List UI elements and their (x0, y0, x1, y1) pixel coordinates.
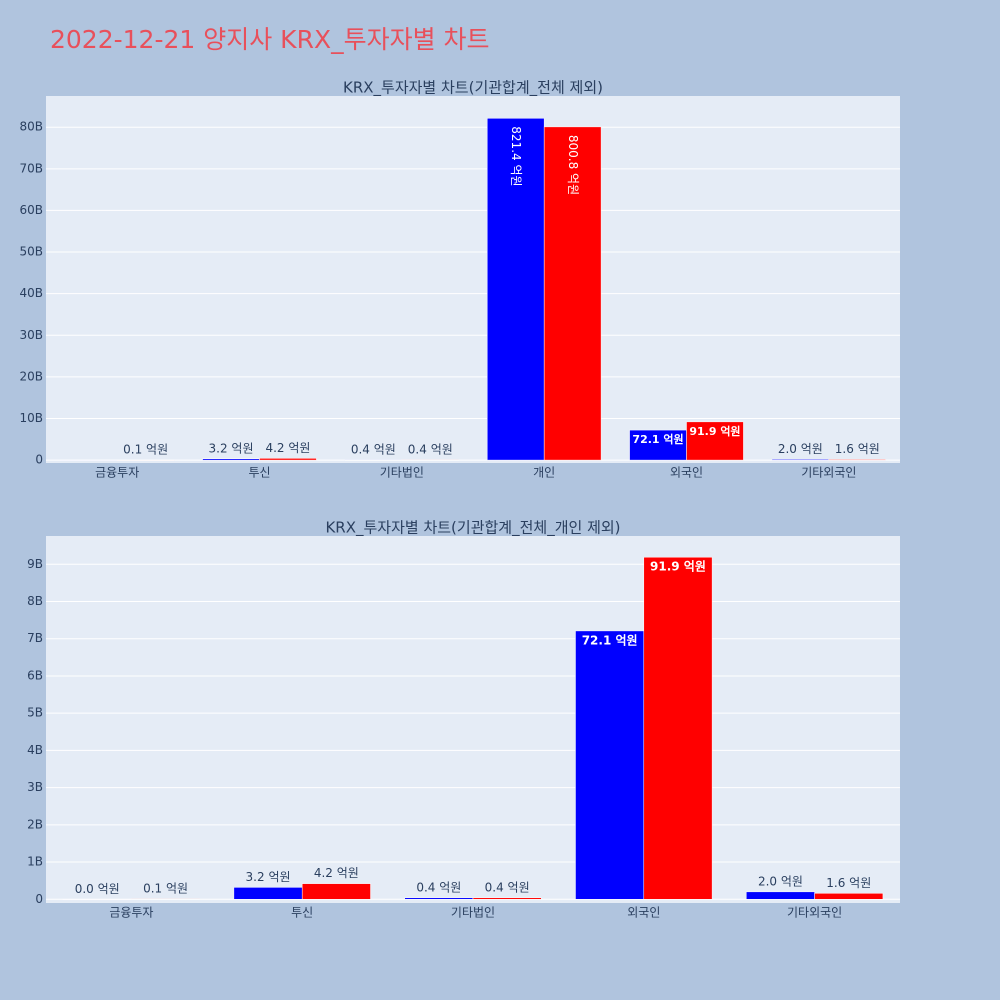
page-title: 2022-12-21 양지사 KRX_투자자별 차트 (50, 25, 490, 54)
value-label: 3.2 억원 (209, 441, 254, 455)
value-label: 1.6 억원 (835, 442, 880, 456)
bar (771, 459, 830, 461)
y-tick-label: 9B (27, 557, 43, 571)
bar (575, 630, 645, 900)
y-tick-label: 80B (19, 120, 43, 134)
value-label: 2.0 억원 (778, 442, 823, 456)
value-label: 3.2 억원 (246, 870, 291, 884)
y-tick-label: 4B (27, 743, 43, 757)
y-tick-label: 70B (19, 161, 43, 175)
value-label: 0.4 억원 (351, 442, 396, 456)
y-tick-label: 60B (19, 203, 43, 217)
bar (472, 897, 542, 900)
x-tick-label: 기타외국인 (801, 466, 856, 480)
value-label: 1.6 억원 (826, 876, 871, 890)
x-tick-label: 외국인 (670, 466, 703, 480)
value-label: 91.9 억원 (650, 560, 706, 574)
value-label: 0.4 억원 (485, 880, 530, 894)
x-tick-label: 금융투자 (95, 466, 139, 480)
bar (401, 459, 460, 461)
bar (116, 459, 175, 461)
bar (404, 897, 474, 900)
value-label: 0.4 억원 (408, 442, 453, 456)
plot-area (46, 536, 900, 903)
x-tick-label: 외국인 (627, 906, 660, 920)
bar (643, 556, 713, 900)
bar (62, 899, 132, 901)
bar (543, 126, 602, 461)
y-tick-label: 40B (19, 286, 43, 300)
y-tick-label: 7B (27, 631, 43, 645)
bar (233, 887, 303, 900)
y-tick-label: 3B (27, 780, 43, 794)
value-label: 72.1 억원 (582, 633, 638, 647)
value-label: 800.8 억원 (566, 135, 580, 195)
y-tick-label: 30B (19, 328, 43, 342)
y-tick-label: 20B (19, 369, 43, 383)
y-tick-label: 1B (27, 855, 43, 869)
y-tick-label: 0 (35, 453, 43, 467)
y-tick-label: 5B (27, 706, 43, 720)
bar (202, 458, 260, 461)
x-tick-label: 기타법인 (451, 906, 495, 920)
value-label: 0.0 억원 (75, 882, 120, 896)
x-tick-label: 기타외국인 (787, 906, 842, 920)
value-label: 4.2 억원 (314, 866, 359, 880)
x-tick-label: 기타법인 (380, 466, 424, 480)
chart-title: KRX_투자자별 차트(기관합계_전체_개인 제외) (325, 519, 620, 538)
y-tick-label: 0 (35, 892, 43, 906)
value-label: 91.9 억원 (689, 424, 740, 438)
y-tick-label: 6B (27, 668, 43, 682)
bar (344, 459, 403, 461)
bar (814, 893, 884, 900)
bar (59, 459, 118, 461)
x-tick-label: 투신 (248, 466, 270, 480)
value-label: 2.0 억원 (758, 874, 803, 888)
value-label: 72.1 억원 (632, 432, 683, 446)
chart-title: KRX_투자자별 차트(기관합계_전체 제외) (343, 79, 603, 98)
y-tick-label: 2B (27, 817, 43, 831)
x-tick-label: 투신 (291, 906, 313, 920)
bar (301, 883, 371, 900)
x-tick-label: 개인 (533, 466, 555, 480)
bar (259, 458, 317, 461)
bar (486, 118, 545, 461)
value-label: 0.4 억원 (416, 880, 461, 894)
value-label: 4.2 억원 (265, 441, 310, 455)
value-label: 821.4 억원 (509, 126, 523, 186)
plot-area (46, 96, 900, 463)
y-tick-label: 8B (27, 594, 43, 608)
bar (629, 429, 687, 461)
bar (686, 421, 744, 461)
value-label: 0.1 억원 (123, 443, 168, 457)
y-tick-label: 50B (19, 245, 43, 259)
value-label: 0.1 억원 (143, 881, 188, 895)
y-tick-label: 10B (19, 411, 43, 425)
bar (828, 459, 887, 461)
x-tick-label: 금융투자 (109, 906, 153, 920)
bar (746, 891, 815, 900)
bar (131, 898, 200, 900)
